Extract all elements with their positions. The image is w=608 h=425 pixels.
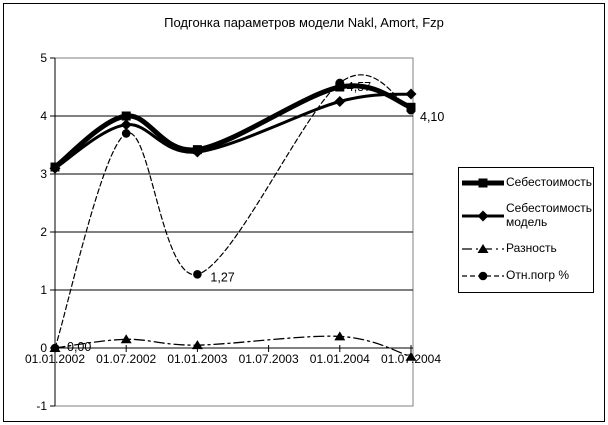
x-tick-label: 01.01.2002 xyxy=(25,352,85,366)
legend-item-otn-pogr[interactable]: Отн.погр % xyxy=(462,268,591,284)
legend-label-sebestoimost: Себестоимость xyxy=(506,175,593,190)
x-tick-label: 01.07.2002 xyxy=(96,352,156,366)
legend-item-sebestoimost-model[interactable]: Себестоимость модель xyxy=(462,201,593,230)
y-tick-label: -1 xyxy=(36,399,47,413)
legend-item-sebestoimost[interactable]: Себестоимость xyxy=(462,175,593,191)
x-tick-label: 01.01.2003 xyxy=(167,352,227,366)
series-2-line[interactable] xyxy=(49,88,417,174)
y-tick-label: 3 xyxy=(40,167,47,181)
y-tick-label: 0 xyxy=(40,341,47,355)
chart-title: Подгонка параметров модели Nakl, Amort, … xyxy=(164,15,444,30)
data-label: 4,10 xyxy=(420,110,444,124)
legend-item-raznost[interactable]: Разность xyxy=(462,241,591,257)
y-tick-label: 4 xyxy=(40,109,47,123)
legend-swatch-diamond-line xyxy=(462,210,504,222)
data-labels: 0,001,274,574,10 xyxy=(67,80,444,354)
y-tick-label: 1 xyxy=(40,283,47,297)
legend-label-raznost: Разность xyxy=(506,240,557,255)
series-4-line[interactable] xyxy=(50,74,416,353)
x-tick-label: 01.01.2004 xyxy=(310,352,370,366)
legend-label-sebestoimost-model: Себестоимость модель xyxy=(506,201,593,229)
y-tick-label: 5 xyxy=(40,51,47,65)
y-tick-label: 2 xyxy=(40,225,47,239)
legend-label-otn-pogr: Отн.погр % xyxy=(506,267,570,282)
data-label: 1,27 xyxy=(210,270,234,284)
axis-labels: 5 4 3 2 1 0 -1 01.01.2002 01.07.2002 01.01.2003 01… xyxy=(25,51,441,413)
legend-swatch-circle-dashed-line xyxy=(462,271,504,280)
chart-legend: Себестоимость Себестоимость модель Разно… xyxy=(458,167,594,293)
legend-swatch-square-thick-line xyxy=(462,178,504,188)
data-label: 0,00 xyxy=(67,340,91,354)
legend-swatch-triangle-dashdot-line xyxy=(462,243,504,253)
x-tick-label: 01.07.2003 xyxy=(239,352,299,366)
